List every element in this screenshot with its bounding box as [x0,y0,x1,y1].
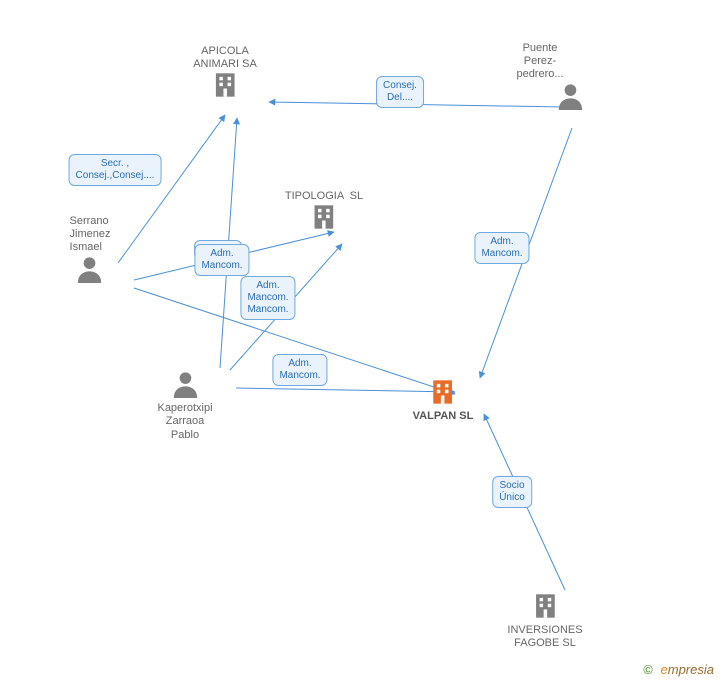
edge-label-inversiones-valpan: SocioÚnico [492,476,532,508]
node-tipologia[interactable]: TIPOLOGIA SL [285,190,363,235]
node-label: TIPOLOGIA SL [285,190,363,203]
building-icon [211,71,239,99]
edge-label-serrano-apicola: Secr. ,Consej.,Consej.... [69,154,162,186]
building-icon [310,203,338,231]
node-label: APICOLAANIMARI SA [193,45,257,71]
person-icon [76,255,104,283]
edge-label-serrano-tipologia: Adm.Mancom. [194,244,249,276]
edge-label-puente-apicola: Consej.Del.... [376,76,424,108]
building-icon [429,378,457,406]
node-label: SerranoJimenezIsmael [70,215,111,255]
node-serrano[interactable]: SerranoJimenezIsmael [70,215,111,287]
edge-label-kaperotxipi-valpan: Adm.Mancom. [272,354,327,386]
person-icon [171,370,199,398]
node-inversiones[interactable]: INVERSIONESFAGOBE SL [507,592,582,651]
person-icon [556,82,584,110]
node-apicola[interactable]: APICOLAANIMARI SA [193,45,257,104]
brand-name: empresia [661,662,714,677]
building-icon [531,592,559,620]
node-label: KaperotxipiZarraoaPablo [157,402,212,442]
edges-layer [0,0,728,685]
footer-credit: © empresia [643,662,714,677]
node-kaperotxipi[interactable]: KaperotxipiZarraoaPablo [157,370,212,442]
edge-label-puente-valpan: Adm.Mancom. [474,232,529,264]
node-label: VALPAN SL [413,410,474,423]
node-label: INVERSIONESFAGOBE SL [507,624,582,650]
node-puente[interactable]: PuentePerez-pedrero... [516,42,563,114]
diagram-canvas: APICOLAANIMARI SA PuentePerez-pedrero... S… [0,0,728,685]
copyright-glyph: © [643,662,653,677]
node-valpan[interactable]: VALPAN SL [413,378,474,423]
edge-label-serrano-valpan: Adm.Mancom.Mancom. [240,276,295,320]
node-label: PuentePerez-pedrero... [516,42,563,82]
